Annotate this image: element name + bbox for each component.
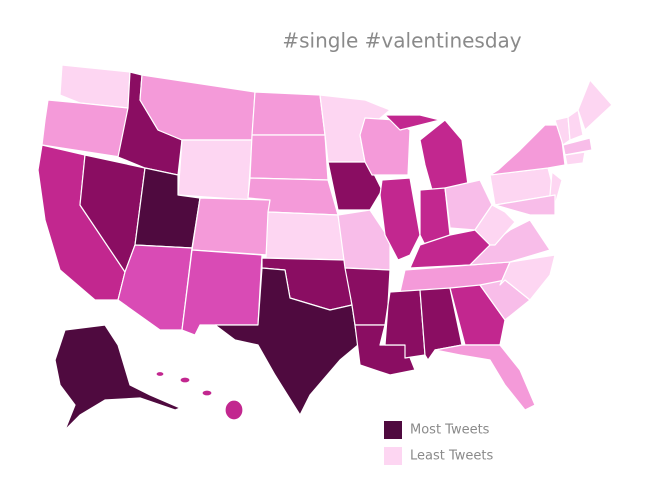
state (384, 114, 441, 131)
legend: Most Tweets Least Tweets (384, 421, 493, 465)
state (265, 211, 346, 261)
state (337, 209, 391, 271)
legend-swatch (384, 421, 402, 439)
state (489, 124, 566, 176)
state (327, 161, 383, 211)
state (54, 324, 181, 431)
state (155, 370, 165, 378)
state (577, 79, 613, 131)
legend-label: Least Tweets (410, 449, 493, 464)
state (201, 389, 213, 397)
us-states (37, 64, 613, 431)
state (494, 194, 556, 216)
state (474, 204, 516, 246)
state (379, 177, 421, 261)
state (251, 91, 326, 136)
state (224, 399, 244, 421)
state (434, 344, 536, 411)
legend-swatch (384, 447, 402, 465)
state (181, 249, 263, 336)
state (564, 151, 586, 166)
state (191, 197, 271, 256)
legend-label: Most Tweets (410, 423, 490, 438)
state (179, 376, 191, 384)
state (214, 267, 359, 416)
state (177, 139, 253, 201)
map-title: #single #valentinesday (282, 29, 521, 53)
state (562, 137, 593, 156)
state (567, 109, 584, 141)
state (449, 284, 506, 346)
state (419, 119, 469, 191)
state (249, 134, 329, 181)
